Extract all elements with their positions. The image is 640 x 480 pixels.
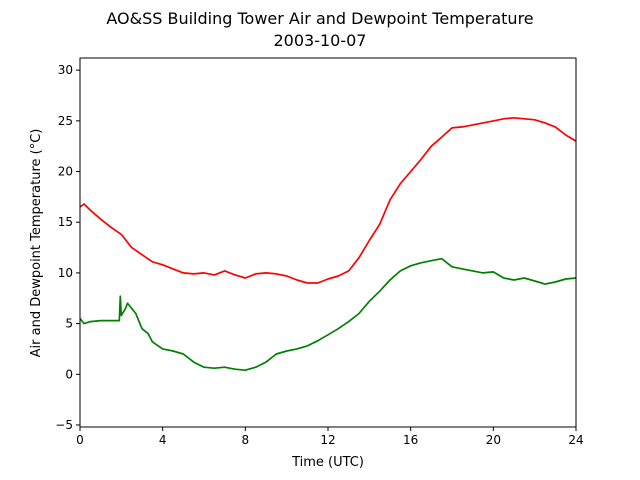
plot-frame (79, 57, 577, 428)
series-line-1 (79, 257, 577, 372)
y-tick-label: 0 (65, 367, 73, 381)
y-axis-label: Air and Dewpoint Temperature (°C) (29, 129, 44, 358)
x-axis-label: Time (UTC) (291, 455, 364, 470)
x-tick-label: 12 (320, 433, 335, 447)
y-ticks: −5 0 5 10 15 20 25 30 (55, 63, 80, 432)
series-line-0 (79, 116, 577, 284)
x-tick-label: 8 (242, 433, 250, 447)
y-tick-label: 5 (65, 317, 73, 331)
x-ticks: 0 4 8 12 16 20 24 (76, 427, 584, 447)
y-tick-label: −5 (55, 418, 73, 432)
chart-title: AO&SS Building Tower Air and Dewpoint Te… (106, 9, 533, 28)
series-layer (79, 116, 577, 372)
chart-subtitle: 2003-10-07 (274, 31, 367, 50)
axes-layer (79, 57, 577, 428)
y-tick-label: 20 (58, 165, 73, 179)
x-tick-label: 24 (568, 433, 583, 447)
y-tick-label: 30 (58, 63, 73, 77)
x-tick-label: 0 (76, 433, 84, 447)
x-tick-label: 20 (486, 433, 501, 447)
y-tick-label: 15 (58, 215, 73, 229)
x-tick-label: 16 (403, 433, 418, 447)
y-tick-label: 25 (58, 114, 73, 128)
y-tick-label: 10 (58, 266, 73, 280)
x-tick-label: 4 (159, 433, 167, 447)
